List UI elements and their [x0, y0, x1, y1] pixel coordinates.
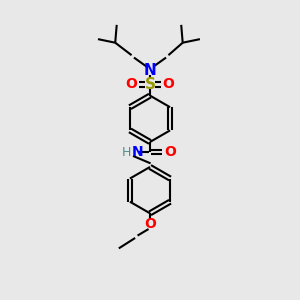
Text: O: O	[126, 77, 137, 91]
Text: N: N	[132, 146, 144, 159]
Text: S: S	[145, 77, 155, 92]
Text: O: O	[163, 77, 174, 91]
Text: O: O	[164, 146, 176, 159]
Text: O: O	[144, 217, 156, 231]
Text: N: N	[144, 62, 156, 77]
Text: H: H	[122, 146, 131, 159]
